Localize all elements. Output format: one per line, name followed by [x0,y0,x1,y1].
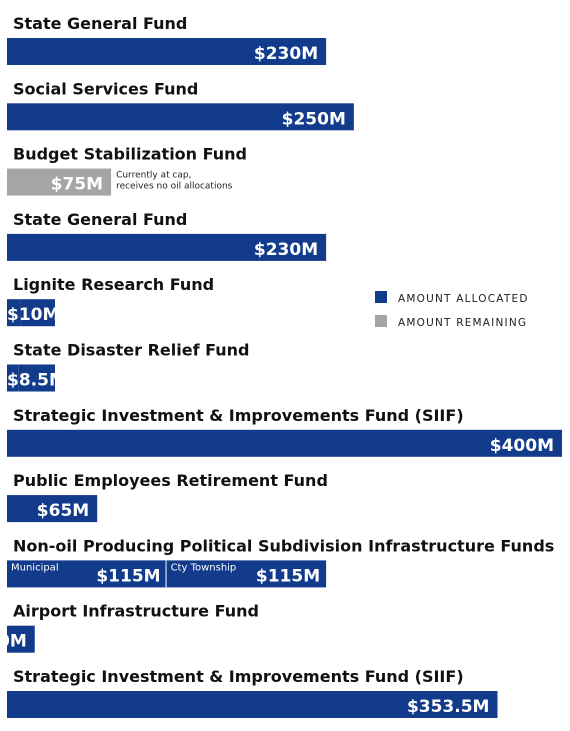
fund-row-non-oil-producing-political-subdivision-infrastructure-funds: Non-oil Producing Political Subdivision … [7,536,554,588]
bar-note: receives no oil allocations [116,182,233,192]
bar-value-label: $65M [37,501,89,521]
bar [7,625,35,653]
bar [7,168,112,196]
legend-swatch-remaining [375,315,387,327]
fund-title: State General Fund [13,210,187,229]
bar-value-label: $400M [490,436,554,456]
fund-title: Strategic Investment & Improvements Fund… [13,667,464,686]
fund-row-airport-infrastructure-fund: Airport Infrastructure Fund $20M [0,602,259,653]
fund-title: Lignite Research Fund [13,275,214,294]
fund-title: State Disaster Relief Fund [13,341,250,360]
segment-name: Cty Township [171,562,237,573]
fund-title: Social Services Fund [13,79,198,98]
fund-row-lignite-research-fund: Lignite Research Fund $10M [7,275,214,327]
fund-row-strategic-investment-improvements-fund-siif: Strategic Investment & Improvements Fund… [7,667,498,718]
bar [7,691,498,718]
fund-row-state-disaster-relief-fund: State Disaster Relief Fund $8.5M [7,341,250,392]
bar-value-label: $75M [51,175,103,195]
bar-value-label: $353.5M [407,697,490,717]
bar-segment-municipal [7,560,167,588]
bar-label-backing [18,364,55,392]
bar [7,103,354,131]
bar-value-label: $8.5M [7,371,66,391]
bar-value-label: $115M [96,566,160,586]
fund-row-budget-stabilization-fund: Budget Stabilization Fund $75M Currently a… [7,145,247,196]
legend: AMOUNT ALLOCATED AMOUNT REMAINING [375,291,529,329]
fund-row-social-services-fund: Social Services Fund $250M [7,79,354,131]
legend-label-remaining: AMOUNT REMAINING [398,317,527,329]
legend-swatch-allocated [375,291,387,303]
bar-value-label: $250M [282,109,346,129]
fund-title: Budget Stabilization Fund [13,145,247,164]
bar-value-label: $115M [256,566,320,586]
bar-label-backing [20,299,55,327]
fund-row-state-general-fund: State General Fund $230M [7,14,327,65]
bar [7,233,327,261]
bar-value-label: $230M [254,240,318,260]
fund-row-state-general-fund: State General Fund $230M [7,210,327,261]
segment-name: Municipal [11,562,59,573]
bar [7,495,98,523]
bar [7,299,21,327]
bar-segment-cty-township [166,560,327,588]
fund-title: Public Employees Retirement Fund [13,471,328,490]
bar-value-label: $230M [254,44,318,64]
fund-title: Non-oil Producing Political Subdivision … [13,536,554,555]
bar-value-label: $20M [0,632,27,652]
bar [7,429,562,457]
legend-label-allocated: AMOUNT ALLOCATED [398,293,529,305]
bar-note: Currently at cap, [116,171,191,181]
fund-row-public-employees-retirement-fund: Public Employees Retirement Fund $65M [7,471,328,523]
bar-value-label: $10M [7,305,59,325]
fund-row-strategic-investment-improvements-fund-siif: Strategic Investment & Improvements Fund… [7,406,562,457]
fund-rows: State General Fund $230M Social Services F… [0,14,562,718]
bar [7,38,327,65]
fund-title: Airport Infrastructure Fund [13,602,259,621]
fund-title: State General Fund [13,14,187,33]
fund-title: Strategic Investment & Improvements Fund… [13,406,464,425]
bar [7,364,19,392]
